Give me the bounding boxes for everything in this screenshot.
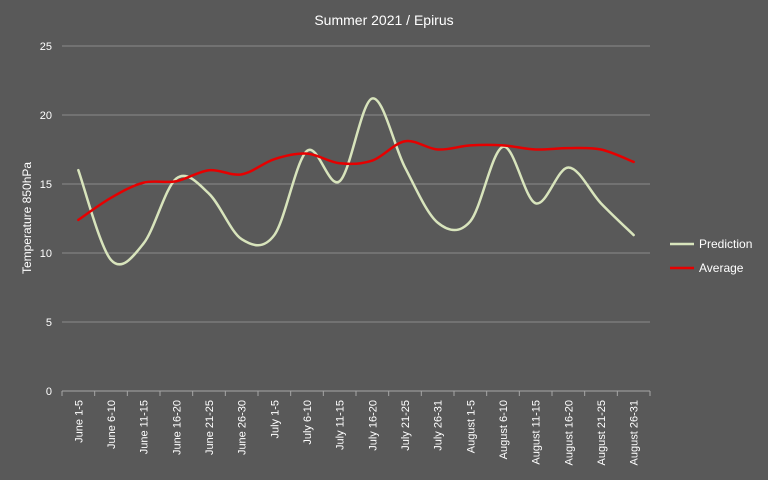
- x-tick-label: August 21-25: [596, 400, 608, 465]
- y-axis-title: Temperature 850hPa: [20, 162, 34, 274]
- x-tick-label: June 1-5: [73, 400, 85, 443]
- x-tick-label: July 11-15: [335, 400, 347, 450]
- y-tick-label: 5: [46, 317, 52, 329]
- x-tick-label: June 26-30: [237, 400, 249, 455]
- x-tick-label: July 26-31: [433, 400, 445, 451]
- x-tick-label: August 26-31: [629, 400, 641, 465]
- x-tick-label: July 1-5: [269, 400, 281, 439]
- legend: Prediction Average: [670, 237, 752, 275]
- chart-title: Summer 2021 / Epirus: [314, 12, 453, 28]
- x-tick-label: June 16-20: [171, 400, 183, 455]
- x-axis-ticks: June 1-5 June 6-10 June 11-15 June 16-20 Jun…: [61, 391, 651, 465]
- x-tick-label: August 16-20: [563, 400, 575, 465]
- x-tick-label: June 6-10: [106, 400, 118, 449]
- y-axis-ticks: 0 5 10 15 20 25: [40, 41, 52, 398]
- x-tick-label: August 6-10: [498, 400, 510, 459]
- y-tick-label: 25: [40, 41, 52, 53]
- series-line-average: [77, 139, 635, 222]
- legend-label: Average: [699, 261, 744, 275]
- grid-lines: [62, 45, 650, 392]
- y-tick-label: 15: [40, 179, 52, 191]
- series-line-prediction: [77, 97, 635, 266]
- legend-label: Prediction: [699, 237, 752, 251]
- y-tick-label: 20: [40, 110, 52, 122]
- series-group: [77, 97, 635, 266]
- x-tick-label: July 16-20: [367, 400, 379, 451]
- x-tick-label: July 21-25: [400, 400, 412, 451]
- x-tick-label: June 11-15: [139, 400, 151, 454]
- x-tick-label: July 6-10: [302, 400, 314, 445]
- y-tick-label: 0: [46, 386, 52, 398]
- x-tick-label: June 21-25: [204, 400, 216, 455]
- x-tick-label: August 11-15: [531, 400, 543, 465]
- y-tick-label: 10: [40, 248, 52, 260]
- x-tick-label: August 1-5: [465, 400, 477, 453]
